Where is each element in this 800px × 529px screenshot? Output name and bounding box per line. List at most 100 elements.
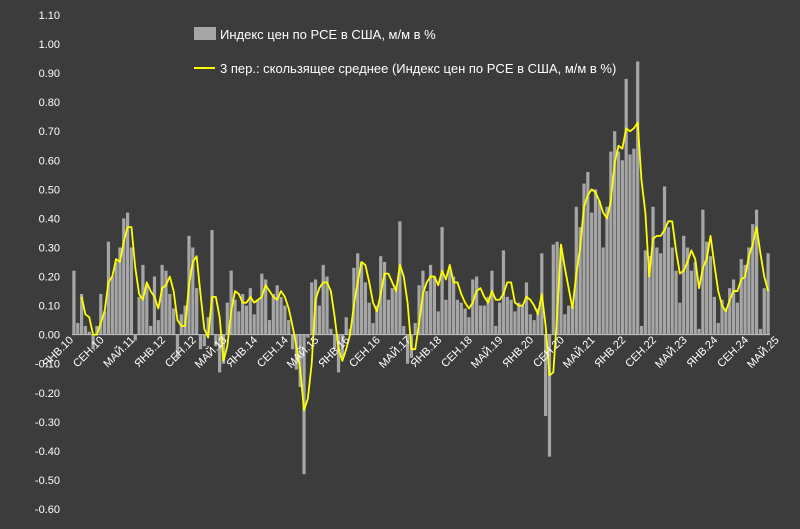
bar: [567, 305, 571, 335]
bar: [321, 264, 325, 335]
x-tick-label: СЕН.12: [163, 334, 199, 370]
y-axis: -0.60 -0.50 -0.40 -0.30 -0.20 -0.10 0.00 0.10 0.…: [35, 10, 60, 516]
y-tick-label: 0.60: [39, 155, 60, 167]
x-tick-label: ЯНВ.14: [224, 334, 260, 370]
bar: [252, 314, 256, 335]
bar: [198, 334, 203, 350]
bar: [421, 270, 425, 335]
bar: [233, 299, 237, 335]
bar: [256, 299, 260, 335]
legend-line-label: 3 пер.: скользящее среднее (Индекс цен п…: [220, 61, 616, 76]
bar: [133, 334, 137, 341]
bar: [371, 323, 375, 335]
bar: [405, 334, 410, 364]
bar: [563, 314, 567, 335]
y-tick-label: -0.40: [35, 446, 60, 458]
bar: [91, 334, 95, 350]
bar: [728, 288, 732, 335]
bar: [482, 305, 486, 335]
bar: [605, 206, 609, 335]
y-tick-label: 0.80: [39, 97, 60, 109]
bar: [99, 293, 103, 335]
bar: [705, 241, 709, 335]
bar: [126, 212, 130, 335]
moving-average-series: [80, 121, 769, 412]
bar: [528, 314, 532, 335]
bar: [122, 218, 126, 335]
y-tick-label: 0.70: [39, 126, 60, 138]
bar: [417, 285, 421, 335]
bar: [237, 311, 241, 335]
bar: [463, 308, 467, 335]
x-tick-label: СЕН.10: [71, 334, 107, 370]
bar: [290, 334, 295, 350]
bar: [643, 250, 647, 335]
bar: [283, 305, 287, 335]
bar: [509, 299, 513, 335]
x-tick-label: СЕН.22: [623, 334, 659, 370]
y-tick-label: 0.00: [39, 330, 60, 342]
y-tick-label: 0.10: [39, 301, 60, 313]
y-tick-label: 0.50: [39, 184, 60, 196]
bar: [467, 317, 471, 335]
bar: [666, 227, 670, 335]
x-tick-label: МАЙ.21: [560, 334, 597, 371]
bar: [344, 317, 348, 335]
bar: [712, 296, 716, 335]
bar: [766, 253, 770, 335]
bar: [359, 262, 364, 335]
bar: [329, 328, 333, 335]
y-tick-label: -0.10: [35, 359, 60, 371]
bar: [478, 305, 483, 335]
bar: [114, 262, 118, 335]
bar: [444, 299, 448, 335]
bar: [636, 61, 640, 335]
bar: [486, 296, 490, 335]
bar: [317, 305, 321, 335]
bar: [616, 151, 621, 335]
bar: [505, 296, 509, 335]
x-tick-label: ЯНВ.12: [132, 334, 168, 370]
y-tick-label: -0.30: [35, 417, 60, 429]
bar: [494, 325, 498, 335]
bar: [674, 270, 678, 335]
bar: [724, 308, 728, 335]
bar: [137, 296, 141, 335]
bar: [559, 247, 563, 335]
bar: [398, 221, 402, 335]
bar: [751, 224, 755, 335]
x-tick-label: СЕН.24: [715, 334, 751, 370]
y-tick-label: 0.20: [39, 272, 60, 284]
bar: [83, 325, 88, 335]
y-tick-label: -0.20: [35, 388, 60, 400]
bar: [659, 253, 663, 335]
bar: [547, 334, 552, 457]
bar: [513, 311, 517, 335]
bar: [160, 264, 164, 335]
moving-average-line: [80, 121, 769, 412]
bar: [333, 334, 337, 350]
bar: [432, 276, 437, 335]
bar: [76, 323, 80, 335]
bar: [195, 288, 199, 335]
bar: [175, 334, 180, 358]
bar: [425, 291, 429, 335]
bar: [708, 256, 713, 335]
bar: [287, 320, 291, 335]
bar: [747, 247, 751, 335]
bar: [221, 334, 226, 364]
y-tick-label: 1.00: [39, 39, 60, 51]
bar: [678, 302, 682, 335]
bar: [670, 247, 674, 335]
bar: [544, 334, 548, 417]
bar: [149, 325, 153, 335]
y-tick-label: 0.90: [39, 68, 60, 80]
bar: [375, 305, 379, 335]
x-tick-label: ЯНВ.20: [501, 334, 537, 370]
bar: [628, 154, 632, 335]
bar: [145, 285, 149, 335]
bar: [632, 148, 636, 335]
bar: [498, 302, 502, 335]
bar: [639, 325, 644, 335]
bar: [762, 288, 766, 335]
